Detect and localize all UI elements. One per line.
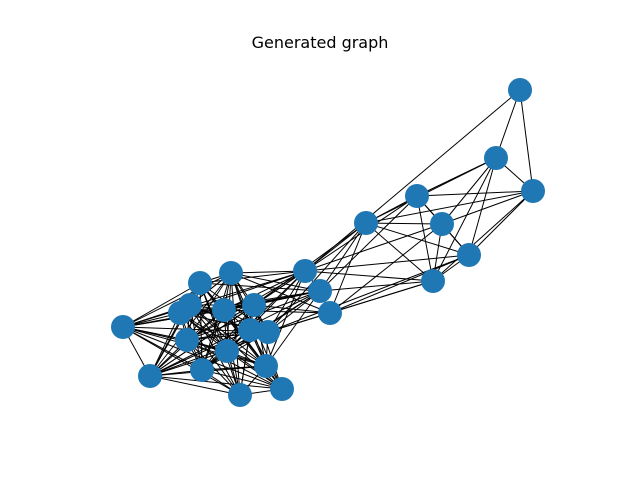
graph-edge	[253, 304, 331, 314]
graph-edge	[416, 195, 434, 282]
graph-edge	[122, 326, 283, 390]
graph-edge	[230, 270, 306, 274]
graph-edge	[329, 223, 443, 314]
graph-node	[190, 358, 214, 382]
graph-node	[254, 354, 278, 378]
graph-edge	[441, 157, 497, 225]
graph-edge	[319, 280, 434, 292]
graph-edge	[304, 223, 443, 272]
graph-edge	[122, 282, 201, 328]
graph-edge	[468, 190, 534, 256]
graph-edge	[468, 157, 497, 256]
graph-edge	[223, 309, 331, 314]
graph-edge	[365, 222, 470, 256]
graph-edge	[199, 282, 241, 396]
graph-edge	[122, 272, 232, 328]
graph-node	[256, 320, 280, 344]
graph-edge	[186, 304, 255, 341]
graph-edge	[304, 254, 470, 272]
graph-edge	[365, 190, 534, 224]
graph-edge	[329, 222, 367, 314]
graph-edge	[265, 290, 321, 367]
graph-edge	[365, 222, 434, 282]
graph-node	[293, 259, 317, 283]
graph-node	[308, 279, 332, 303]
graph-node	[238, 318, 262, 342]
graph-edge	[365, 157, 497, 224]
graph-edge	[201, 272, 232, 371]
graph-node	[111, 315, 135, 339]
graph-edge	[149, 375, 283, 390]
graph-node	[421, 269, 445, 293]
graph-edge	[149, 329, 251, 377]
nodes-layer	[111, 78, 545, 407]
graph-edge	[230, 272, 321, 292]
graph-node	[212, 298, 236, 322]
graph-edge	[519, 89, 534, 192]
graph-edge	[432, 157, 497, 282]
graph-node	[138, 364, 162, 388]
graph-node	[270, 377, 294, 401]
graph-edge	[495, 89, 521, 159]
graph-node	[405, 184, 429, 208]
graph-node	[508, 78, 532, 102]
graph-edge	[319, 222, 367, 292]
graph-edge	[186, 339, 283, 390]
graph-node	[178, 293, 202, 317]
graph-node	[318, 301, 342, 325]
graph-node	[430, 212, 454, 236]
graph-edge	[149, 290, 321, 377]
graph-edge	[441, 190, 534, 225]
graph-edge	[319, 195, 418, 292]
graph-node	[219, 261, 243, 285]
graph-edge	[267, 254, 470, 333]
graph-edge	[432, 190, 534, 282]
graph-edge	[149, 272, 232, 377]
graph-node	[215, 339, 239, 363]
graph-node	[228, 383, 252, 407]
graph-edge	[267, 222, 367, 333]
graph-edge	[416, 190, 534, 197]
graph-node	[188, 271, 212, 295]
graph-edge	[189, 304, 241, 396]
graph-node	[175, 328, 199, 352]
graph-edge	[189, 304, 267, 367]
graph-edge	[265, 270, 306, 367]
graph-edge	[365, 222, 443, 225]
graph-edge	[199, 282, 321, 292]
graph-edge	[230, 272, 331, 314]
graph-edge	[149, 375, 241, 396]
graph-edge	[149, 270, 306, 377]
graph-node	[242, 293, 266, 317]
graph-edge	[230, 272, 241, 396]
graph-node	[457, 243, 481, 267]
graph-node	[484, 146, 508, 170]
graph-edge	[179, 312, 241, 396]
graph-edge	[253, 304, 283, 390]
graph-node	[521, 179, 545, 203]
graph-edge	[304, 270, 434, 282]
graph-edge	[226, 270, 306, 352]
graph-title: Generated graph	[251, 33, 389, 52]
graph-node	[354, 211, 378, 235]
